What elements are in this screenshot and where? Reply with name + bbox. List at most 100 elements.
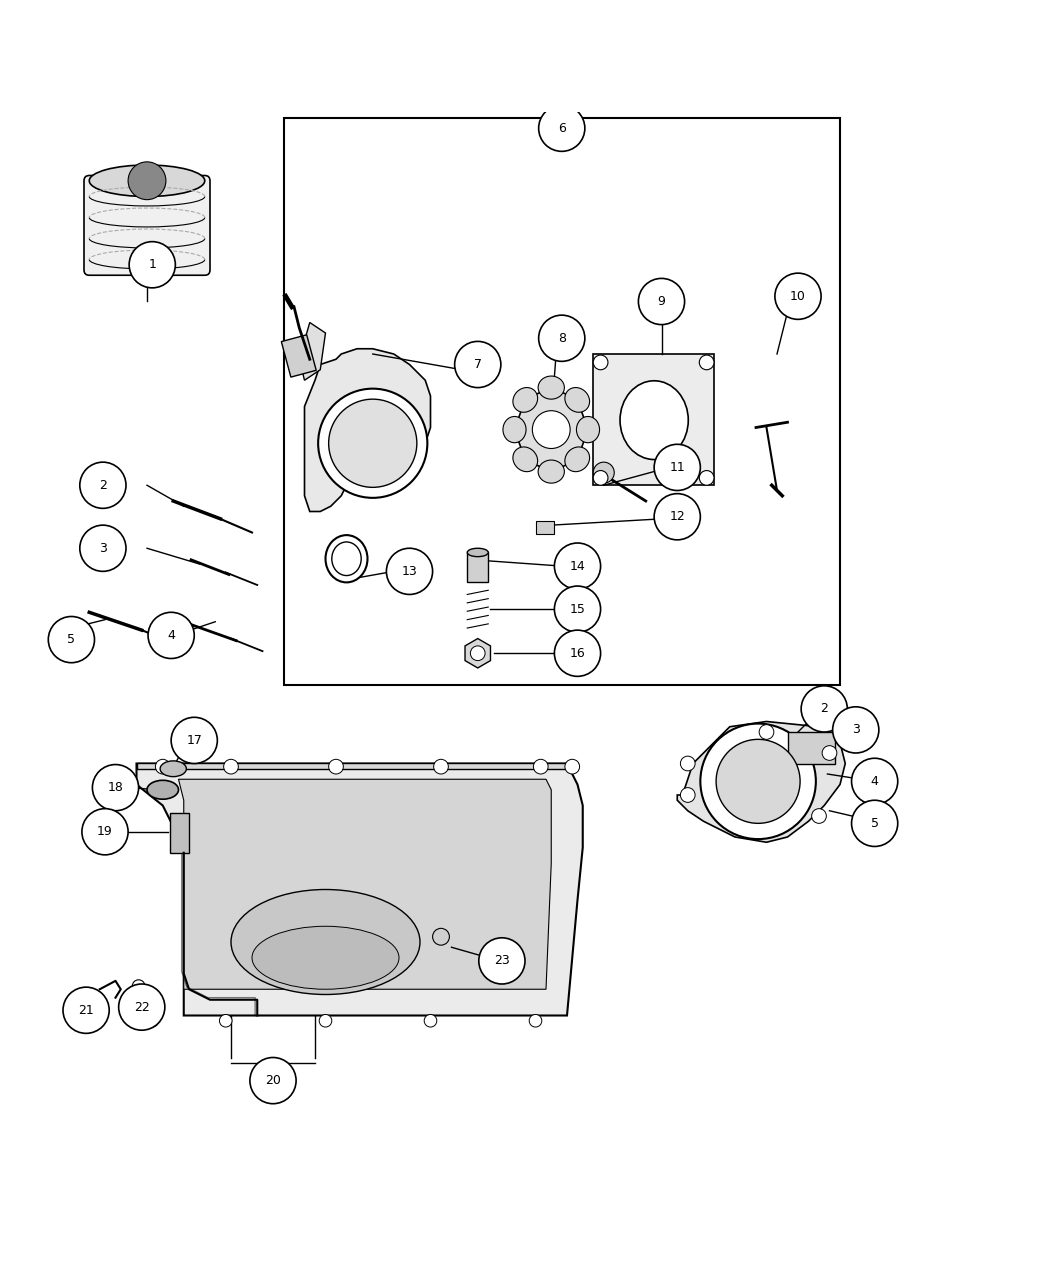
Circle shape <box>638 278 685 325</box>
Text: 2: 2 <box>820 703 828 715</box>
Circle shape <box>434 760 448 774</box>
Circle shape <box>48 617 94 663</box>
Text: 4: 4 <box>870 775 879 788</box>
Bar <box>281 335 316 377</box>
Text: 16: 16 <box>569 646 586 659</box>
Text: 21: 21 <box>79 1003 94 1016</box>
Circle shape <box>219 1015 232 1028</box>
Circle shape <box>155 760 170 774</box>
Circle shape <box>680 788 695 802</box>
Circle shape <box>171 718 217 764</box>
Bar <box>170 813 189 853</box>
Circle shape <box>119 984 165 1030</box>
Polygon shape <box>304 349 430 511</box>
Polygon shape <box>299 323 326 380</box>
Circle shape <box>716 740 800 824</box>
Circle shape <box>554 586 601 632</box>
Circle shape <box>479 938 525 984</box>
Ellipse shape <box>231 890 420 994</box>
Circle shape <box>593 470 608 486</box>
Ellipse shape <box>503 417 526 442</box>
FancyBboxPatch shape <box>84 176 210 275</box>
Ellipse shape <box>538 376 565 399</box>
Text: 9: 9 <box>657 295 666 309</box>
Ellipse shape <box>160 761 187 776</box>
Circle shape <box>680 756 695 771</box>
Text: 7: 7 <box>474 358 482 371</box>
Circle shape <box>699 354 714 370</box>
Text: 8: 8 <box>558 332 566 344</box>
Ellipse shape <box>326 536 368 583</box>
Text: 15: 15 <box>569 603 586 616</box>
Ellipse shape <box>147 780 178 799</box>
Circle shape <box>699 470 714 486</box>
Ellipse shape <box>620 381 689 459</box>
Circle shape <box>533 760 548 774</box>
Circle shape <box>852 759 898 805</box>
Text: 17: 17 <box>186 734 203 747</box>
Text: 11: 11 <box>670 460 685 474</box>
Circle shape <box>329 760 343 774</box>
Polygon shape <box>178 779 551 989</box>
Circle shape <box>654 493 700 539</box>
Circle shape <box>775 273 821 319</box>
Circle shape <box>146 1015 159 1028</box>
Circle shape <box>329 399 417 487</box>
Text: 5: 5 <box>67 634 76 646</box>
Circle shape <box>128 162 166 200</box>
Ellipse shape <box>467 548 488 557</box>
Ellipse shape <box>565 448 590 472</box>
Bar <box>284 117 840 685</box>
Circle shape <box>833 706 879 754</box>
Ellipse shape <box>538 460 565 483</box>
Circle shape <box>812 808 826 824</box>
Ellipse shape <box>565 388 590 412</box>
Text: 14: 14 <box>569 560 586 572</box>
Text: 13: 13 <box>401 565 418 578</box>
Circle shape <box>565 760 580 774</box>
Circle shape <box>250 1057 296 1104</box>
Circle shape <box>801 686 847 732</box>
Text: 20: 20 <box>265 1074 281 1088</box>
Circle shape <box>593 354 608 370</box>
Circle shape <box>455 342 501 388</box>
Circle shape <box>224 760 238 774</box>
Text: 1: 1 <box>148 259 156 272</box>
Circle shape <box>852 801 898 847</box>
Bar <box>788 732 835 764</box>
Circle shape <box>539 105 585 152</box>
Circle shape <box>319 1015 332 1028</box>
Circle shape <box>554 630 601 676</box>
Circle shape <box>532 411 570 449</box>
Circle shape <box>554 543 601 589</box>
Bar <box>467 552 488 581</box>
Circle shape <box>822 746 837 760</box>
Ellipse shape <box>512 388 538 412</box>
Circle shape <box>80 525 126 571</box>
Circle shape <box>82 808 128 854</box>
Text: 6: 6 <box>558 121 566 135</box>
Text: 2: 2 <box>99 478 107 492</box>
Text: 3: 3 <box>852 723 860 737</box>
Text: 19: 19 <box>97 825 113 838</box>
Ellipse shape <box>517 390 586 469</box>
Polygon shape <box>136 764 578 769</box>
Ellipse shape <box>332 542 361 575</box>
Polygon shape <box>465 639 490 668</box>
Circle shape <box>80 462 126 509</box>
Circle shape <box>92 765 139 811</box>
Circle shape <box>539 315 585 361</box>
Bar <box>536 521 554 533</box>
Text: 22: 22 <box>134 1001 149 1014</box>
Bar <box>593 354 714 486</box>
Text: 18: 18 <box>107 782 124 794</box>
Circle shape <box>470 646 485 660</box>
Circle shape <box>148 612 194 658</box>
Circle shape <box>132 979 145 992</box>
Circle shape <box>700 724 816 839</box>
Circle shape <box>759 724 774 740</box>
Ellipse shape <box>512 448 538 472</box>
Ellipse shape <box>89 164 205 196</box>
Ellipse shape <box>252 926 399 989</box>
Text: 23: 23 <box>494 955 510 968</box>
